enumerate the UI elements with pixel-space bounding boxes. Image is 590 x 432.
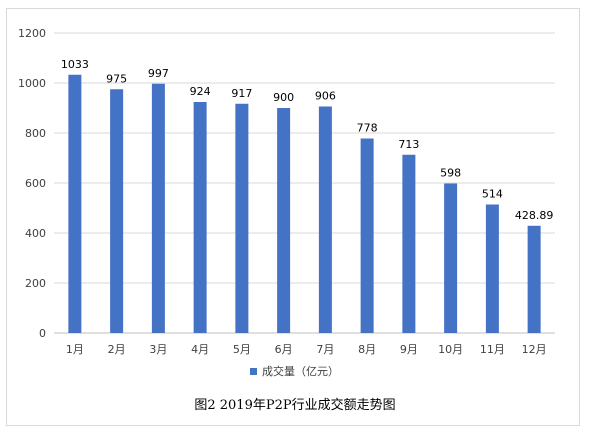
bar: [527, 225, 541, 333]
y-tick-label: 1200: [18, 27, 46, 40]
data-label: 924: [190, 85, 211, 98]
x-tick-label: 8月: [358, 343, 376, 356]
x-tick-label: 12月: [522, 343, 547, 356]
data-label: 1033: [61, 58, 89, 71]
chart-frame: [6, 8, 580, 426]
bar: [318, 106, 332, 333]
bar: [444, 183, 458, 333]
data-label: 917: [231, 87, 252, 100]
data-label: 713: [398, 138, 419, 151]
y-tick-label: 400: [25, 227, 46, 240]
y-tick-label: 0: [39, 327, 46, 340]
bar: [235, 103, 249, 333]
x-tick-label: 11月: [480, 343, 505, 356]
data-label: 906: [315, 90, 336, 103]
x-tick-label: 6月: [275, 343, 293, 356]
data-label: 428.89: [515, 209, 554, 222]
x-tick-label: 1月: [66, 343, 84, 356]
x-tick-label: 10月: [438, 343, 463, 356]
bar: [151, 83, 165, 333]
data-label: 598: [440, 167, 461, 180]
bar: [110, 89, 124, 333]
x-tick-label: 2月: [108, 343, 126, 356]
x-tick-label: 7月: [316, 343, 334, 356]
data-label: 514: [482, 188, 503, 201]
data-label: 997: [148, 67, 169, 80]
figure-caption: 图2 2019年P2P行业成交额走势图: [194, 398, 396, 413]
bar: [485, 204, 499, 333]
bar: [193, 102, 207, 333]
bar: [402, 154, 416, 333]
data-label: 900: [273, 91, 294, 104]
x-tick-label: 4月: [191, 343, 209, 356]
bar: [68, 74, 82, 333]
y-tick-label: 1000: [18, 77, 46, 90]
y-tick-label: 800: [25, 127, 46, 140]
x-tick-label: 3月: [149, 343, 167, 356]
legend-label: 成交量（亿元）: [262, 364, 339, 378]
x-tick-label: 5月: [233, 343, 251, 356]
data-label: 778: [357, 122, 378, 135]
y-tick-label: 200: [25, 277, 46, 290]
x-tick-label: 9月: [400, 343, 418, 356]
data-label: 975: [106, 72, 127, 85]
y-tick-label: 600: [25, 177, 46, 190]
legend-swatch: [250, 368, 257, 375]
bar: [277, 108, 291, 333]
bar: [360, 138, 374, 333]
